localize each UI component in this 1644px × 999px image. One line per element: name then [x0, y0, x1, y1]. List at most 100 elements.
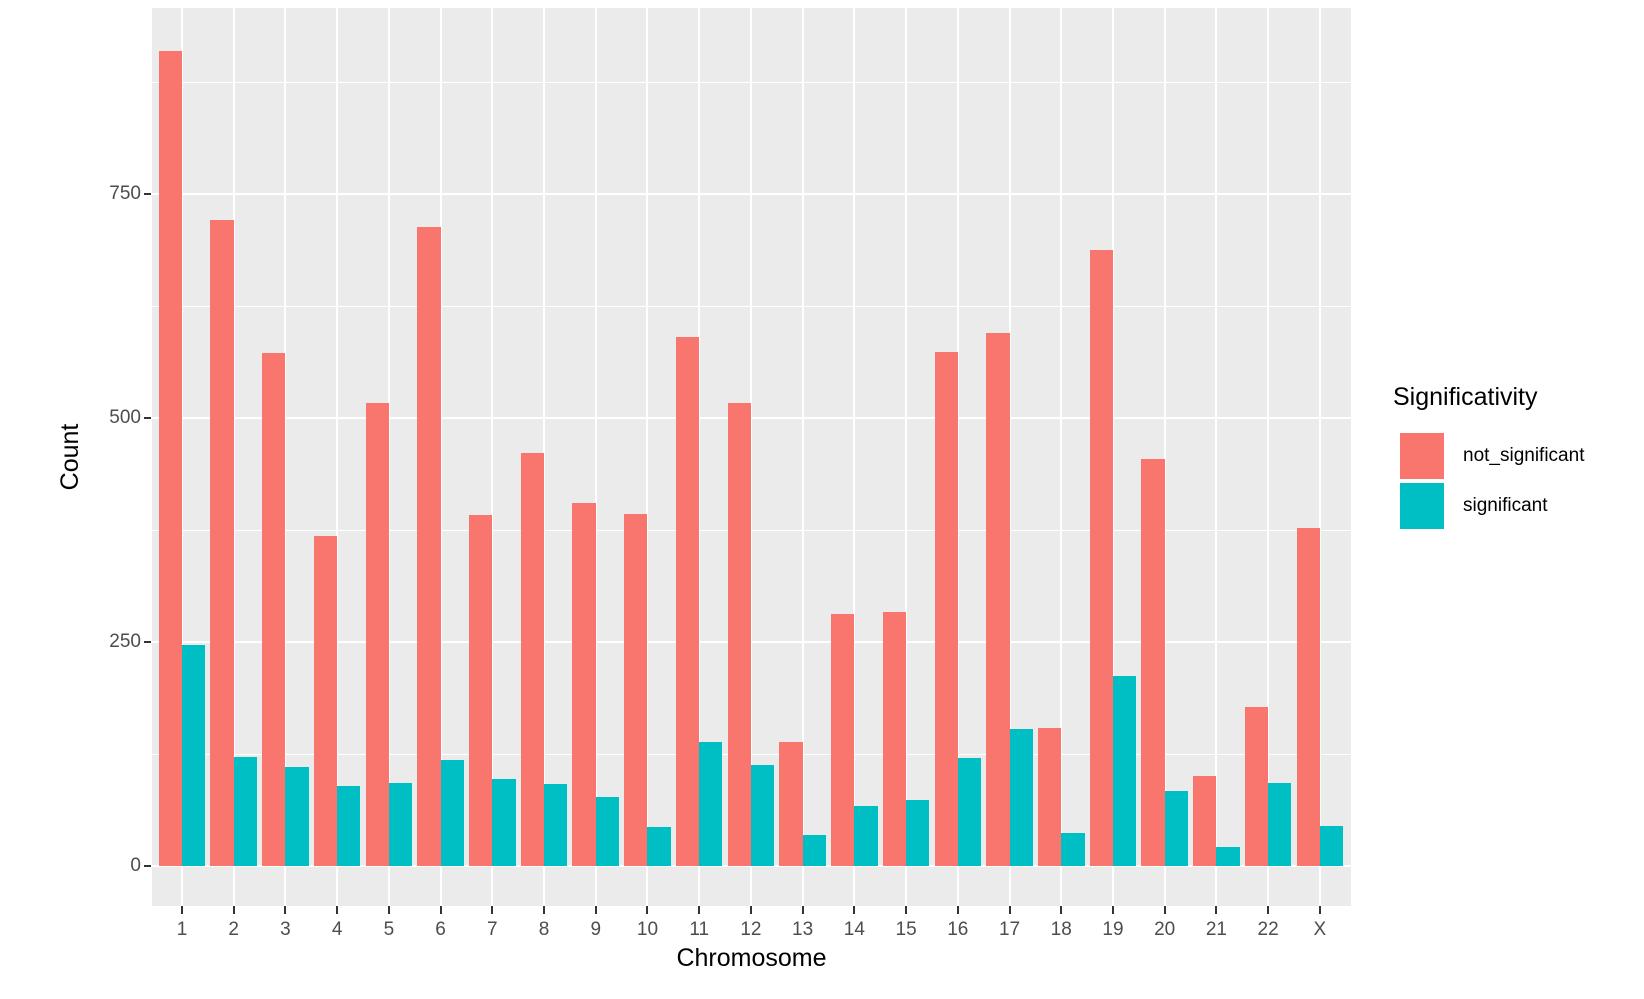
x-axis-tick: [1060, 906, 1063, 914]
bar-significant-chr2: [233, 756, 257, 866]
x-axis-tick: [491, 906, 494, 914]
x-axis-tick: [1163, 906, 1166, 914]
x-tick-label: 21: [1205, 919, 1227, 940]
bar-not_significant-chr18: [1037, 728, 1062, 866]
gridline-major-vertical: [181, 8, 183, 906]
x-tick-label: 9: [590, 919, 602, 940]
y-axis-tick: [144, 865, 151, 867]
bar-not_significant-chr9: [572, 503, 596, 866]
x-tick-label: 15: [895, 919, 917, 940]
gridline-major-vertical: [1318, 8, 1321, 906]
bar-not_significant-chr10: [624, 513, 648, 866]
x-tick-label: 8: [538, 919, 550, 940]
bar-not_significant-chr22: [1244, 706, 1269, 866]
bar-significant-chr22: [1268, 782, 1292, 866]
x-tick-label: 10: [636, 919, 659, 940]
x-axis-tick: [543, 906, 546, 914]
y-axis-tick: [144, 193, 151, 195]
gridline-major-vertical: [1215, 8, 1218, 906]
bar-not_significant-chr15: [882, 611, 907, 866]
x-tick-label: 7: [487, 919, 498, 940]
bar-not_significant-chr12: [727, 402, 751, 866]
x-axis-tick: [1111, 906, 1114, 914]
x-axis-title: Chromosome: [676, 944, 827, 972]
x-axis-tick: [1318, 906, 1321, 914]
legend-title: Significativity: [1393, 383, 1538, 411]
bar-significant-chr15: [906, 799, 930, 866]
x-axis-tick: [181, 906, 183, 914]
x-axis-tick: [1008, 906, 1011, 914]
x-tick-label: 18: [1050, 919, 1072, 940]
bar-not_significant-chr20: [1141, 459, 1165, 866]
x-axis-tick: [439, 906, 442, 914]
x-tick-label: 20: [1154, 919, 1176, 940]
y-tick-label: 750: [109, 183, 141, 204]
bar-significant-chr19: [1112, 676, 1137, 866]
x-tick-label: 2: [228, 919, 239, 940]
bar-significant-chr17: [1009, 728, 1033, 866]
gridline-major-vertical: [749, 8, 752, 906]
bar-not_significant-chr19: [1089, 250, 1113, 866]
x-tick-label: 14: [843, 919, 865, 940]
bar-significant-chr11: [699, 742, 723, 866]
x-tick-label: X: [1313, 919, 1327, 940]
bar-not_significant-chr16: [934, 351, 958, 866]
x-axis-tick: [1267, 906, 1270, 914]
x-axis-tick: [749, 906, 752, 914]
x-tick-label: 1: [176, 919, 188, 940]
gridline-major-vertical: [439, 8, 442, 906]
gridline-major-vertical: [387, 8, 390, 906]
x-tick-label: 11: [689, 919, 710, 940]
gridline-major-vertical: [853, 8, 856, 906]
gridline-major-vertical: [646, 8, 649, 906]
x-tick-label: 4: [331, 919, 343, 940]
y-tick-label: 0: [130, 855, 141, 876]
y-tick-label: 250: [109, 631, 141, 652]
gridline-major-vertical: [1008, 8, 1011, 906]
x-axis-tick: [1215, 906, 1218, 914]
x-tick-label: 5: [383, 919, 395, 940]
bar-not_significant-chr4: [313, 536, 338, 866]
x-tick-label: 6: [435, 919, 446, 940]
legend: Significativity not_significant signific…: [1393, 383, 1644, 553]
x-tick-label: 19: [1102, 919, 1124, 940]
bar-significant-chr13: [802, 834, 826, 866]
bar-not_significant-chr7: [469, 514, 493, 866]
gridline-major-vertical: [1111, 8, 1114, 906]
bar-not_significant-chr14: [831, 614, 855, 866]
bar-significant-chr7: [492, 779, 516, 866]
legend-label-significant: significant: [1463, 495, 1548, 516]
x-axis-tick: [284, 906, 287, 914]
gridline-major-vertical: [1060, 8, 1063, 906]
gridline-major-vertical: [543, 8, 546, 906]
bar-not_significant-chr3: [262, 353, 286, 866]
bar-not_significant-chr5: [365, 402, 389, 866]
bar-significant-chrX: [1319, 825, 1344, 866]
x-tick-label: 3: [280, 919, 291, 940]
legend-swatch-significant: [1400, 483, 1444, 529]
gridline-major-vertical: [1267, 8, 1270, 906]
bar-significant-chr1: [182, 644, 206, 866]
x-axis-tick: [232, 906, 235, 914]
bar-significant-chr12: [750, 764, 775, 866]
bar-significant-chr21: [1216, 847, 1240, 866]
x-tick-label: 22: [1257, 919, 1279, 940]
gridline-major-vertical: [698, 8, 701, 906]
legend-swatch-not-significant: [1400, 433, 1444, 479]
bar-not_significant-chrX: [1296, 528, 1320, 866]
gridline-major-vertical: [232, 8, 235, 906]
gridline-major-vertical: [956, 8, 959, 906]
y-axis-title: Count: [56, 423, 84, 491]
bar-not_significant-chr8: [520, 452, 545, 866]
y-axis-tick: [144, 641, 151, 643]
x-axis-tick: [336, 906, 339, 914]
bar-significant-chr18: [1061, 832, 1085, 866]
bar-not_significant-chr11: [675, 337, 700, 866]
x-axis-tick: [646, 906, 649, 914]
x-tick-label: 13: [792, 919, 814, 940]
bar-not_significant-chr21: [1193, 776, 1217, 866]
y-tick-label: 500: [109, 407, 141, 428]
bar-significant-chr4: [337, 786, 361, 866]
bar-not_significant-chr13: [779, 742, 803, 866]
